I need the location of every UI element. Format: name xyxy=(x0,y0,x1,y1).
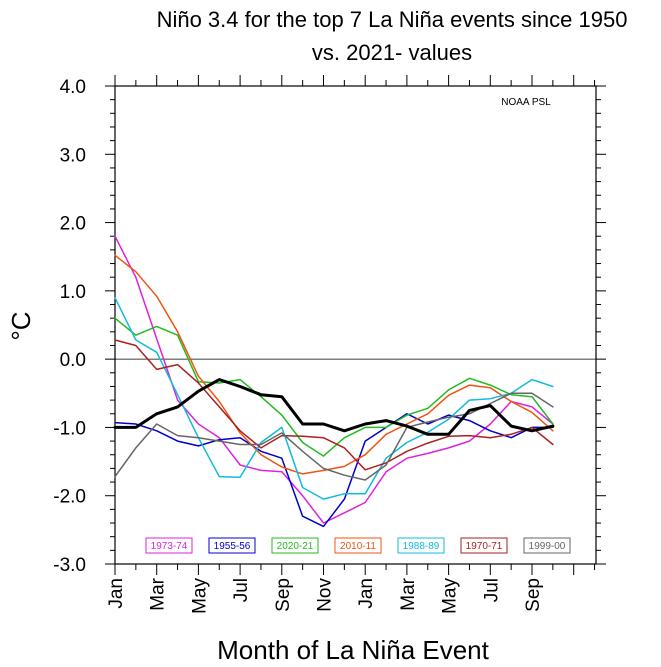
series-line-1970-71 xyxy=(114,339,554,471)
plot-area: 4.0 3.0 2.0 1.0 0.0 -1.0 -2.0 -3.0 Jan Mar May Jul S… xyxy=(53,75,606,614)
y-tick-label: 4.0 xyxy=(60,77,86,98)
chart-title-line1: Niño 3.4 for the top 7 La Niña events si… xyxy=(157,7,628,32)
legend-box xyxy=(271,537,319,554)
x-tick-label: Sep xyxy=(273,578,294,612)
legend-label: 1988-89 xyxy=(403,541,440,552)
x-tick-label: Jan xyxy=(106,578,127,609)
legend-label: 1999-00 xyxy=(529,541,566,552)
x-tick-label: May xyxy=(189,578,210,614)
y-tick-label: 2.0 xyxy=(60,214,86,235)
legend-box xyxy=(334,537,382,554)
series-line-2020-21 xyxy=(114,317,554,457)
y-tick-label: -3.0 xyxy=(53,555,86,576)
plot-frame xyxy=(114,85,597,565)
legend-box xyxy=(523,537,571,554)
y-tick-label: -1.0 xyxy=(53,418,86,439)
x-tick-label: Mar xyxy=(398,577,419,610)
x-tick-label: Jul xyxy=(481,578,502,602)
legend-label: 2020-21 xyxy=(277,541,314,552)
x-tick-label: Mar xyxy=(148,577,169,610)
legend-box xyxy=(460,537,508,554)
series-line-2010-11 xyxy=(114,254,554,475)
legend-box xyxy=(208,537,256,554)
chart-title-line2: vs. 2021- values xyxy=(312,40,472,65)
x-tick-label: Sep xyxy=(523,578,544,612)
x-tick-label: May xyxy=(440,578,461,614)
series-line-1955-56 xyxy=(114,413,554,528)
legend-label: 1973-74 xyxy=(151,541,188,552)
series-line-1988-89 xyxy=(114,296,554,500)
y-tick-label: 1.0 xyxy=(60,282,86,303)
legend-label: 1970-71 xyxy=(466,541,503,552)
series-line-1973-74 xyxy=(114,235,554,524)
x-tick-label: Jul xyxy=(231,578,252,602)
y-tick-label: 0.0 xyxy=(60,350,86,371)
legend-box xyxy=(145,537,193,554)
x-axis-label: Month of La Niña Event xyxy=(217,635,489,665)
legend-label: 2010-11 xyxy=(340,541,376,552)
legend-box xyxy=(397,537,445,554)
y-tick-label: 3.0 xyxy=(60,145,86,166)
y-axis-label: °C xyxy=(6,311,36,340)
legend-label: 1955-56 xyxy=(214,541,251,552)
series-line-2021- xyxy=(113,378,555,436)
x-tick-label: Nov xyxy=(315,578,336,612)
x-tick-label: Jan xyxy=(356,578,377,609)
y-tick-label: -2.0 xyxy=(53,487,86,508)
credit-label: NOAA PSL xyxy=(501,97,551,108)
